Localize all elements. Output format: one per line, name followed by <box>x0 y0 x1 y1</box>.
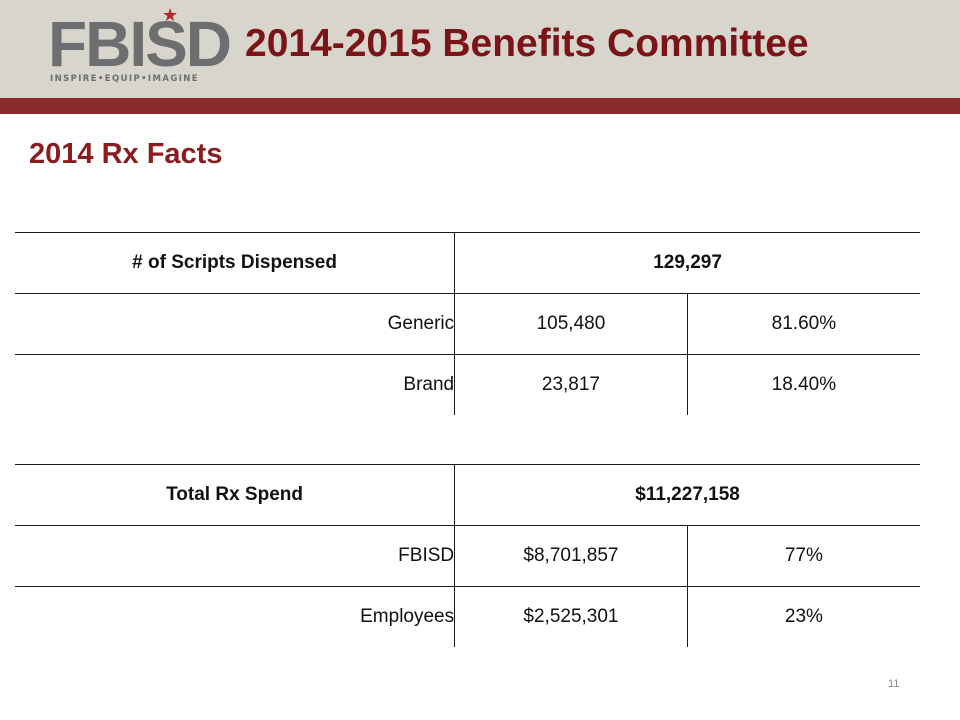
row-label: Brand <box>15 354 456 415</box>
header-accent-bar <box>0 98 960 114</box>
logo-wordmark: FBISD <box>48 8 232 80</box>
scripts-header-value: 129,297 <box>454 232 920 294</box>
row-count: 105,480 <box>454 293 688 355</box>
table-row: Employees $2,525,301 23% <box>15 586 920 647</box>
row-count: 23,817 <box>454 354 688 415</box>
table-header-row: Total Rx Spend $11,227,158 <box>15 464 920 526</box>
fbisd-logo: FBISD ★ INSPIRE•EQUIP•IMAGINE <box>48 5 232 90</box>
row-label: FBISD <box>15 525 456 587</box>
page-title: 2014-2015 Benefits Committee <box>245 22 809 65</box>
table-row: Generic 105,480 81.60% <box>15 293 920 355</box>
star-icon: ★ <box>162 5 179 25</box>
row-percent: 77% <box>687 525 920 587</box>
row-percent: 18.40% <box>771 374 837 395</box>
table-header-row: # of Scripts Dispensed 129,297 <box>15 232 920 294</box>
table-row: Brand 23,817 18.40% <box>15 354 920 415</box>
scripts-header-label: # of Scripts Dispensed <box>15 232 456 294</box>
rx-spend-table: Total Rx Spend $11,227,158 FBISD $8,701,… <box>15 464 920 647</box>
header-band: FBISD ★ INSPIRE•EQUIP•IMAGINE 2014-2015 … <box>0 0 960 98</box>
row-amount: $8,701,857 <box>454 525 688 587</box>
scripts-dispensed-table: # of Scripts Dispensed 129,297 Generic 1… <box>15 232 920 415</box>
row-label: Generic <box>15 293 456 355</box>
spend-header-label: Total Rx Spend <box>15 464 456 526</box>
logo-tagline: INSPIRE•EQUIP•IMAGINE <box>50 74 199 84</box>
row-label: Employees <box>15 586 456 647</box>
row-amount: $2,525,301 <box>454 586 688 647</box>
spend-header-value: $11,227,158 <box>454 464 920 526</box>
table-row: FBISD $8,701,857 77% <box>15 525 920 587</box>
page-number: 11 <box>888 678 900 690</box>
row-percent: 81.60% <box>687 293 920 355</box>
row-percent: 23% <box>784 606 823 627</box>
section-title: 2014 Rx Facts <box>29 138 223 170</box>
